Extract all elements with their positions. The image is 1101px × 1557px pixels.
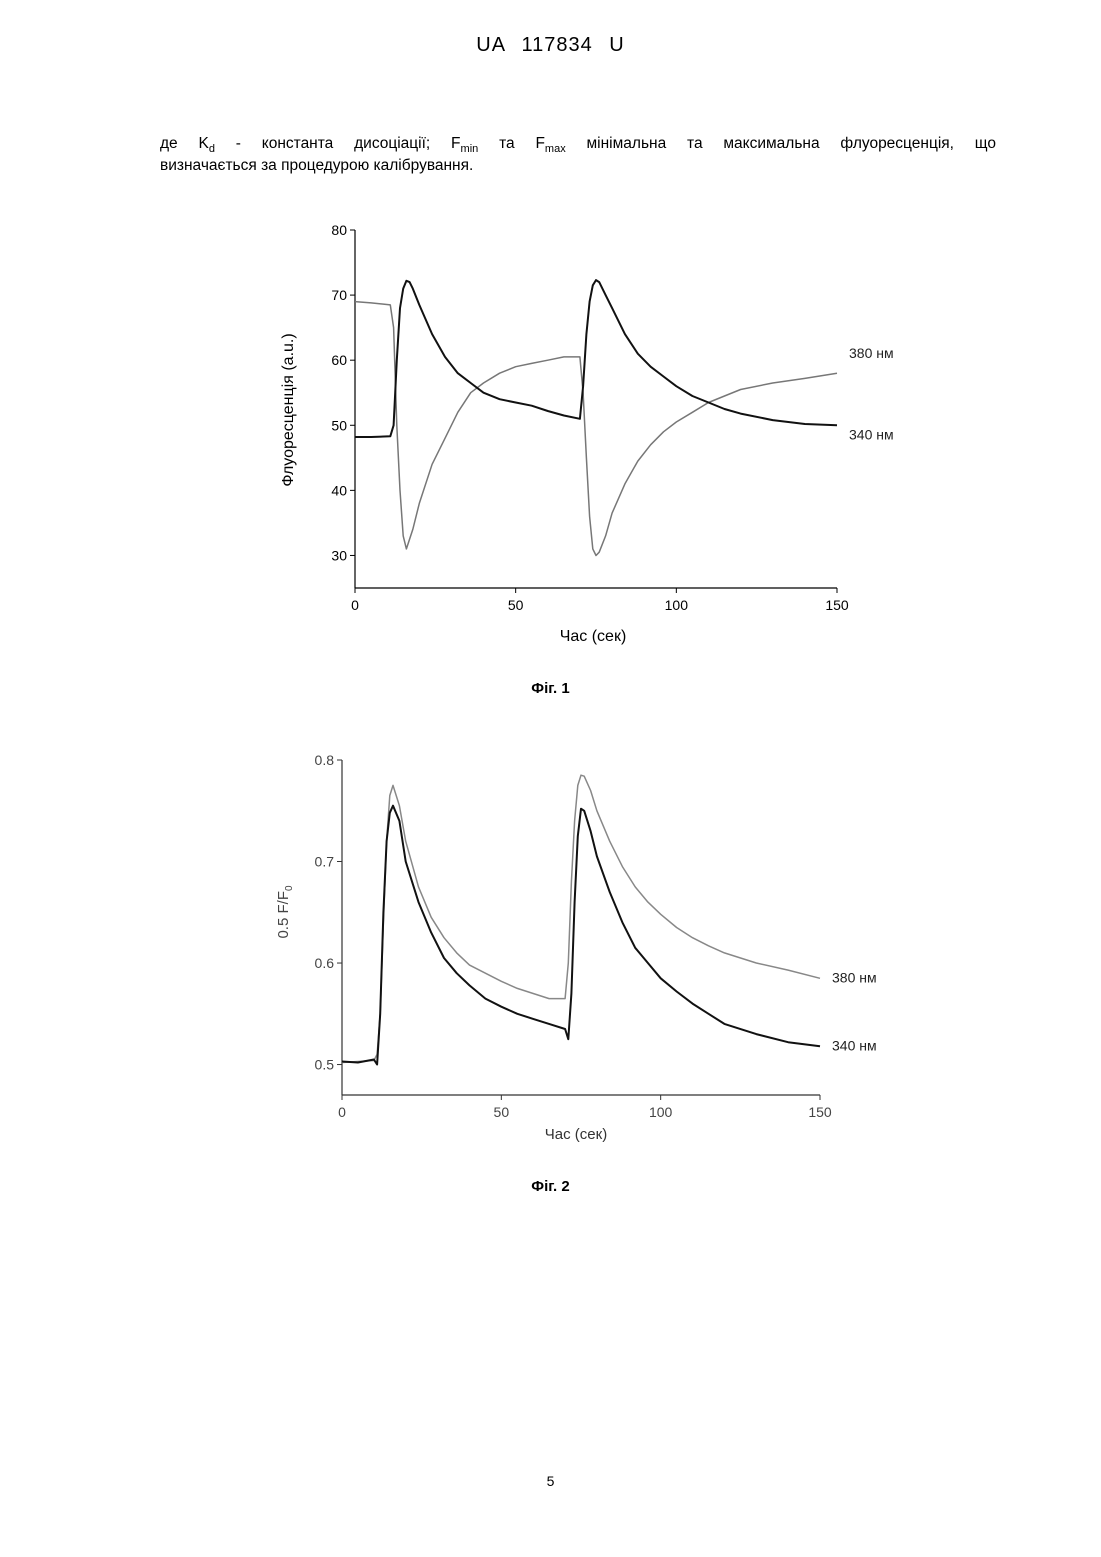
- fig2-ytick-label: 0.5: [315, 1057, 335, 1073]
- fig2-xtick-label: 50: [494, 1104, 510, 1120]
- fig2-ylabel: 0.5 F/F0: [275, 885, 295, 939]
- fig2-xtick-label: 0: [338, 1104, 346, 1120]
- figure-2-chart: 0.5 0.6 0.7 0.8 0 50 100 150 380 нм 340 нм Час (с…: [0, 0, 1101, 1200]
- fig2-series-line: [342, 806, 820, 1065]
- fig2-series-label: 380 нм: [832, 969, 877, 985]
- fig2-ytick-label: 0.8: [315, 752, 335, 768]
- fig2-xtick-label: 100: [649, 1104, 673, 1120]
- fig2-series-label: 340 нм: [832, 1037, 877, 1053]
- figure-2-caption: Фіг. 2: [0, 1178, 1101, 1195]
- fig2-ytick-label: 0.7: [315, 854, 335, 870]
- fig2-xtick-label: 150: [808, 1104, 832, 1120]
- fig2-ylabel-main: 0.5 F/F: [275, 891, 292, 939]
- page-number: 5: [0, 1473, 1101, 1489]
- fig2-plot-area: 0.5 0.6 0.7 0.8 0 50 100 150 380 нм 340 нм: [315, 752, 877, 1120]
- fig2-xlabel: Час (сек): [545, 1126, 607, 1143]
- fig2-ytick-label: 0.6: [315, 955, 335, 971]
- fig2-series-line: [342, 775, 820, 1062]
- fig2-ylabel-sub: 0: [284, 885, 295, 891]
